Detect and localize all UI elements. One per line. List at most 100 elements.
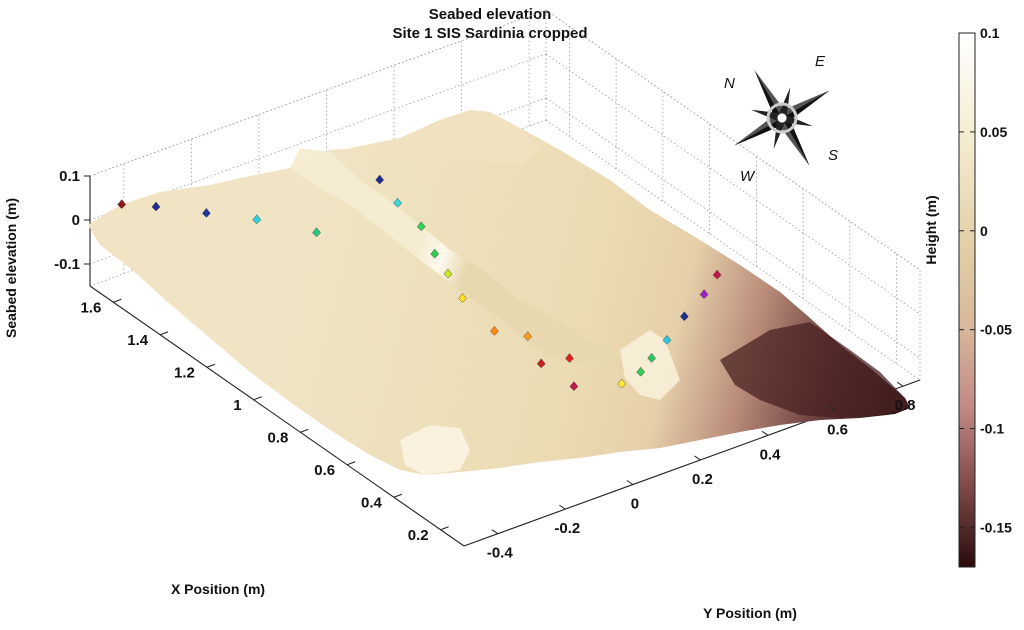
colorbar-tick-label: 0.05 [980, 124, 1007, 140]
surface-front-bright [400, 425, 470, 475]
probe-marker [565, 353, 574, 363]
probe-marker-shape [151, 201, 161, 212]
colorbar-tick-label: -0.15 [980, 519, 1012, 535]
probe-marker [443, 268, 453, 279]
colorbar-scale [958, 32, 976, 568]
z-tick-label: 0 [72, 212, 80, 229]
probe-marker-shape [375, 174, 384, 185]
probe-marker-shape [699, 289, 709, 299]
probe-marker-shape [569, 381, 579, 391]
probe-marker [393, 197, 402, 208]
grid-line [89, 9, 547, 177]
probe-marker-shape [490, 326, 499, 336]
x-tick-label: 1.2 [174, 364, 195, 381]
probe-marker [617, 378, 626, 389]
probe-marker [662, 335, 672, 345]
y-axis-label: Y Position (m) [703, 605, 797, 621]
y-tick-mark [694, 455, 701, 461]
z-tick-labels: 0.1 0 -0.1 [54, 168, 90, 273]
x-tick-label: 1.6 [81, 299, 102, 316]
probe-marker [523, 331, 532, 341]
colorbar: Height (m) 0.1 0.05 0 -0.05 -0.1 -0.15 [923, 25, 1012, 568]
compass-south-label: S [828, 147, 838, 164]
probe-marker-shape [117, 199, 126, 209]
probe-marker [312, 227, 321, 238]
surface-depression [720, 322, 910, 418]
surface-ridge [290, 148, 620, 368]
probe-marker [458, 293, 467, 303]
probe-marker [490, 326, 499, 336]
seabed-surface [88, 110, 910, 475]
compass-north-label: N [724, 75, 735, 92]
x-axis-line [89, 285, 465, 547]
x-tick-mark [253, 396, 262, 401]
y-tick-mark [559, 504, 566, 510]
x-tick-label: 0.8 [268, 429, 289, 446]
probe-marker [117, 199, 126, 209]
x-tick-label: 1.4 [127, 332, 149, 349]
x-tick-mark [440, 526, 449, 531]
colorbar-tick-label: -0.1 [980, 421, 1004, 437]
probe-marker-shape [565, 353, 574, 363]
probe-marker-shape [312, 227, 321, 238]
probe-marker [680, 311, 689, 321]
y-tick-label: 0 [631, 496, 639, 513]
x-tick-mark [159, 331, 169, 336]
compass-east-label: E [815, 53, 826, 70]
probe-marker-shape [636, 366, 645, 377]
y-tick-labels: -0.4 -0.2 0 0.2 0.4 0.6 0.8 [487, 381, 916, 562]
probe-marker-shape [202, 208, 211, 218]
x-tick-mark [300, 428, 309, 433]
probe-marker [569, 381, 579, 391]
probe-marker [252, 214, 262, 225]
probe-marker-shape [680, 311, 689, 321]
probe-marker-shape [430, 248, 439, 259]
colorbar-tick-label: 0.1 [980, 25, 1000, 41]
y-tick-mark [829, 406, 836, 412]
probe-marker [416, 221, 426, 232]
y-tick-label: 0.8 [895, 397, 916, 414]
probe-marker [151, 201, 161, 212]
x-tick-label: 0.4 [361, 494, 383, 511]
probe-marker [636, 366, 645, 377]
y-tick-mark [761, 430, 769, 436]
y-tick-mark [896, 381, 904, 387]
probe-marker-shape [617, 378, 626, 389]
probe-marker-shape [712, 269, 722, 280]
probe-marker [375, 174, 384, 185]
x-tick-mark [346, 461, 356, 466]
x-tick-labels: 0.2 0.4 0.6 0.8 1 1.2 1.4 1.6 [81, 298, 449, 544]
x-tick-mark [393, 493, 403, 498]
chart-title: Seabed elevation [429, 6, 552, 23]
probe-marker [202, 208, 211, 218]
probe-marker [712, 269, 722, 280]
chart-subtitle: Site 1 SIS Sardinia cropped [392, 25, 587, 42]
x-tick-mark [113, 298, 122, 303]
probe-marker [699, 289, 709, 299]
probe-marker-shape [416, 221, 426, 232]
x-tick-label: 1 [233, 397, 241, 414]
compass-star-icon [734, 70, 830, 166]
z-axis-label: Seabed elevation (m) [3, 198, 19, 338]
z-tick-label: -0.1 [54, 256, 80, 273]
colorbar-ticks: 0.1 0.05 0 -0.05 -0.1 -0.15 [959, 25, 1012, 535]
x-tick-label: 0.2 [408, 527, 429, 544]
y-tick-label: -0.4 [487, 545, 514, 562]
y-tick-mark [491, 529, 499, 535]
x-tick-label: 0.6 [314, 462, 335, 479]
surface-top-ridge [350, 110, 540, 165]
probe-marker-shape [252, 214, 262, 225]
y-tick-mark [626, 480, 634, 485]
surface-peak-right [620, 330, 680, 400]
probe-marker-shape [662, 335, 672, 345]
y-tick-label: 0.6 [827, 422, 848, 439]
probe-marker-shape [536, 358, 546, 369]
probe-marker [536, 358, 546, 369]
colorbar-tick-label: -0.05 [980, 322, 1012, 338]
probe-marker-shape [458, 293, 467, 303]
probe-marker-shape [443, 268, 453, 279]
compass-rose: N E S W [724, 53, 838, 185]
y-tick-label: 0.2 [692, 471, 713, 488]
colorbar-label: Height (m) [923, 195, 939, 264]
